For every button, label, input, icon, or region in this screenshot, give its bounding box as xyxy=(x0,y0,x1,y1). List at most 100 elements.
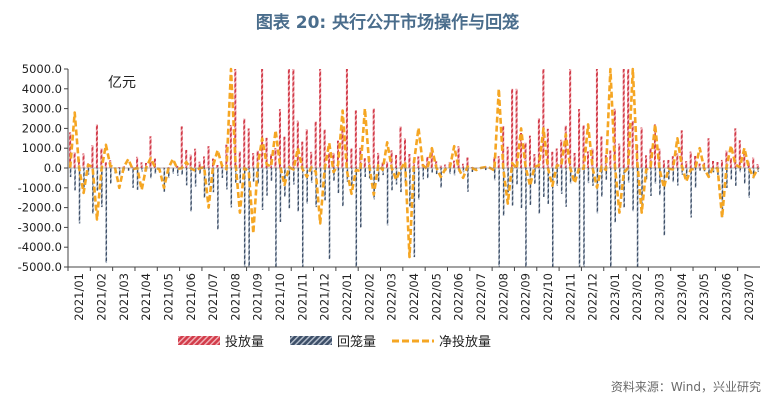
x-tick-label: 2021/10 xyxy=(273,273,287,321)
withdraw-bar xyxy=(252,168,255,182)
put-bar xyxy=(511,88,514,168)
unit-label: 亿元 xyxy=(108,75,136,91)
x-tick-label: 2021/04 xyxy=(139,273,153,321)
withdraw-bar xyxy=(185,168,188,186)
withdraw-bar xyxy=(310,168,313,183)
withdraw-bar xyxy=(578,168,581,267)
x-tick-label: 2022/08 xyxy=(496,273,510,321)
put-bar xyxy=(149,136,152,168)
put-bar xyxy=(573,152,576,168)
y-axis: 5000.0 4000.0 3000.0 2000.0 1000.0 0.0 -1000.0… xyxy=(18,62,69,274)
put-bar xyxy=(82,153,85,168)
x-tick-label: 2022/07 xyxy=(474,273,488,321)
put-bar xyxy=(694,155,697,168)
withdraw-bar xyxy=(190,168,192,212)
withdraw-bar xyxy=(650,168,652,196)
withdraw-bar xyxy=(596,168,599,214)
withdraw-bar xyxy=(194,168,197,187)
withdraw-bar xyxy=(386,168,389,226)
withdraw-bar xyxy=(743,168,746,184)
put-bar xyxy=(176,166,179,168)
withdraw-bar xyxy=(529,168,532,206)
put-bar xyxy=(680,130,683,168)
withdraw-bar xyxy=(435,168,438,175)
withdraw-bar xyxy=(239,168,241,184)
withdraw-bar xyxy=(150,168,152,179)
withdraw-bar xyxy=(297,168,300,212)
withdraw-bar xyxy=(337,168,340,194)
put-bar xyxy=(180,126,183,168)
x-axis: 2021/01 2021/02 2021/03 2021/04 2021/05 2021/… xyxy=(67,167,760,321)
put-bar xyxy=(461,163,465,168)
put-bar xyxy=(136,156,139,168)
put-bar xyxy=(323,129,326,168)
withdraw-bar xyxy=(141,168,143,172)
x-tick-label: 2022/12 xyxy=(586,273,600,321)
withdraw-bar xyxy=(699,168,701,171)
withdraw-bar xyxy=(203,168,206,198)
x-tick-label: 2023/01 xyxy=(608,273,622,321)
put-bar xyxy=(497,156,500,168)
put-bar xyxy=(578,109,581,168)
withdraw-bar xyxy=(721,168,724,218)
put-bar xyxy=(716,162,719,168)
put-bar xyxy=(756,163,759,168)
withdraw-bar xyxy=(217,168,219,230)
put-bar xyxy=(725,150,728,168)
put-bar xyxy=(560,139,563,168)
x-tick-label: 2023/03 xyxy=(653,273,667,321)
put-bar xyxy=(167,167,170,168)
x-tick-label: 2022/06 xyxy=(452,273,466,321)
put-bar xyxy=(444,164,447,168)
put-bar xyxy=(662,160,665,168)
put-bar xyxy=(292,69,295,168)
y-tick-label: -2000.0 xyxy=(18,201,62,215)
put-bar xyxy=(305,129,308,168)
withdraw-bar xyxy=(735,168,737,186)
put-bar xyxy=(78,158,81,168)
put-bar xyxy=(274,148,277,168)
put-bar xyxy=(252,153,255,168)
withdraw-bar xyxy=(69,168,72,178)
withdraw-bar xyxy=(409,168,411,207)
put-bar xyxy=(243,118,246,168)
y-tick-label: 1000.0 xyxy=(22,141,62,155)
withdraw-bar xyxy=(498,168,500,267)
withdraw-bar xyxy=(636,168,639,267)
withdraw-bar xyxy=(547,168,550,204)
put-bar xyxy=(381,162,384,168)
withdraw-bar xyxy=(275,168,277,267)
put-bar xyxy=(515,88,518,168)
put-bar xyxy=(551,151,554,168)
x-tick-label: 2021/03 xyxy=(117,273,131,321)
put-bar xyxy=(91,145,94,168)
put-bar xyxy=(564,125,567,168)
withdraw-bar xyxy=(96,168,99,191)
put-bar xyxy=(403,138,406,168)
put-bar xyxy=(653,124,656,168)
withdraw-bar xyxy=(109,168,112,184)
withdraw-bar xyxy=(301,168,304,267)
x-tick-label: 2021/07 xyxy=(206,273,220,321)
withdraw-bar xyxy=(351,168,353,186)
withdraw-bar xyxy=(426,168,429,179)
withdraw-bar xyxy=(645,168,648,180)
put-bar xyxy=(453,160,456,168)
withdraw-bar xyxy=(377,168,380,182)
put-bar xyxy=(314,121,317,168)
put-bar xyxy=(555,148,558,168)
put-bar xyxy=(546,128,549,168)
put-bar xyxy=(354,110,357,168)
withdraw-bar xyxy=(279,168,282,222)
withdraw-bar xyxy=(659,168,661,196)
withdraw-bar xyxy=(551,168,554,267)
withdraw-bar xyxy=(266,168,268,196)
withdraw-bar xyxy=(493,168,496,181)
withdraw-bar xyxy=(230,168,233,208)
withdraw-bar xyxy=(319,168,322,188)
withdraw-bar xyxy=(208,168,210,186)
put-bar xyxy=(430,148,433,168)
withdraw-bar xyxy=(181,168,183,175)
put-bar xyxy=(229,125,232,168)
put-bar xyxy=(720,159,723,168)
